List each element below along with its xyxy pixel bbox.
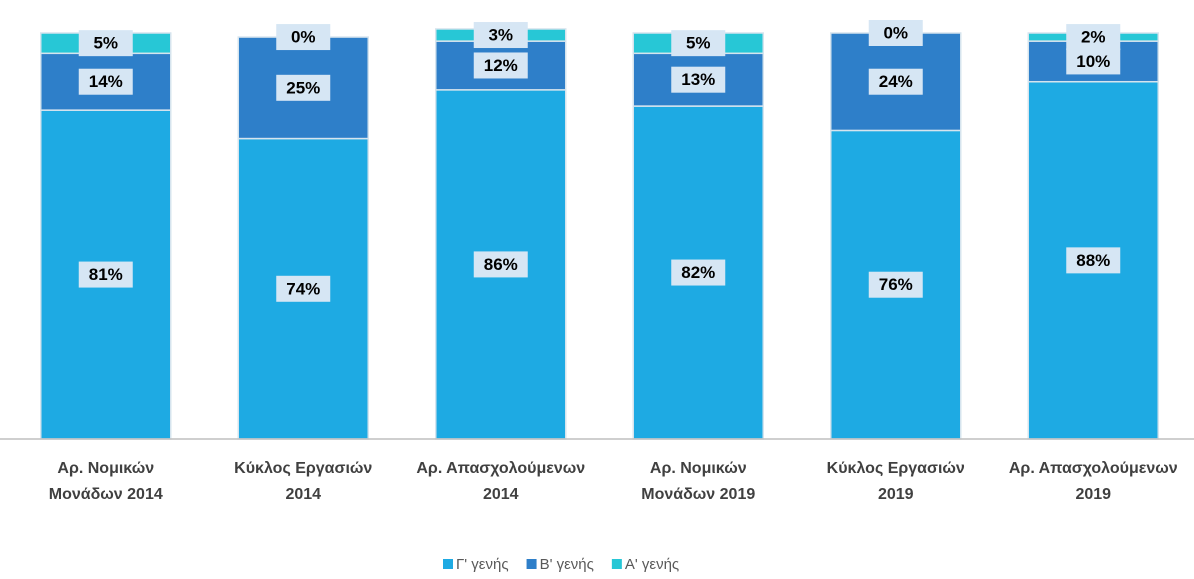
data-label: 2%: [1081, 28, 1106, 47]
data-label: 88%: [1076, 251, 1110, 270]
data-label: 0%: [883, 23, 908, 42]
data-label-box: [1066, 24, 1121, 51]
data-label: 3%: [488, 26, 513, 45]
legend-swatch: [443, 559, 453, 569]
data-label-box: [868, 20, 923, 46]
data-label-box: [1066, 247, 1121, 274]
data-label-box: [671, 66, 726, 93]
data-label: 14%: [89, 72, 123, 91]
data-label-box: [78, 68, 133, 95]
data-label: 81%: [89, 265, 123, 284]
data-label-box: [473, 251, 528, 278]
data-label-box: [276, 24, 331, 51]
x-tick-label: Αρ. Νομικών Μονάδων 2019: [641, 460, 756, 503]
data-label-box: [473, 52, 528, 79]
data-label-box: [78, 30, 133, 57]
data-label-box: [671, 259, 726, 286]
data-label-box: [276, 275, 331, 302]
data-label: 82%: [681, 263, 715, 282]
legend-label: Α' γενής: [625, 556, 679, 573]
x-tick-label: Αρ. Απασχολούμενων 2014: [416, 460, 586, 503]
x-tick-label: Κύκλος Εργασιών 2014: [234, 460, 373, 503]
data-label: 5%: [93, 34, 118, 53]
x-tick-label: Αρ. Απασχολούμενων 2019: [1008, 460, 1178, 503]
data-label-box: [1066, 48, 1121, 75]
data-label: 5%: [686, 34, 711, 53]
data-label-box: [473, 22, 528, 49]
data-label: 24%: [879, 72, 913, 91]
legend-label: Γ' γενής: [456, 556, 509, 573]
x-tick-label: Αρ. Νομικών Μονάδων 2014: [48, 460, 163, 503]
data-label: 10%: [1076, 52, 1110, 71]
data-label-box: [78, 261, 133, 288]
data-label-box: [868, 271, 923, 298]
legend-swatch: [526, 559, 537, 569]
data-label-box: [868, 68, 923, 95]
data-label-box: [276, 74, 331, 101]
data-label: 74%: [286, 279, 320, 298]
data-label: 25%: [286, 78, 320, 97]
data-label: 13%: [681, 70, 715, 89]
data-label-box: [671, 30, 726, 57]
legend-swatch: [611, 559, 622, 569]
legend-label: Β' γενής: [540, 556, 594, 573]
data-label: 0%: [291, 28, 316, 47]
data-label: 12%: [484, 56, 518, 75]
data-label: 86%: [484, 255, 518, 274]
data-label: 76%: [879, 275, 913, 294]
x-tick-label: Κύκλος Εργασιών 2019: [826, 460, 965, 503]
